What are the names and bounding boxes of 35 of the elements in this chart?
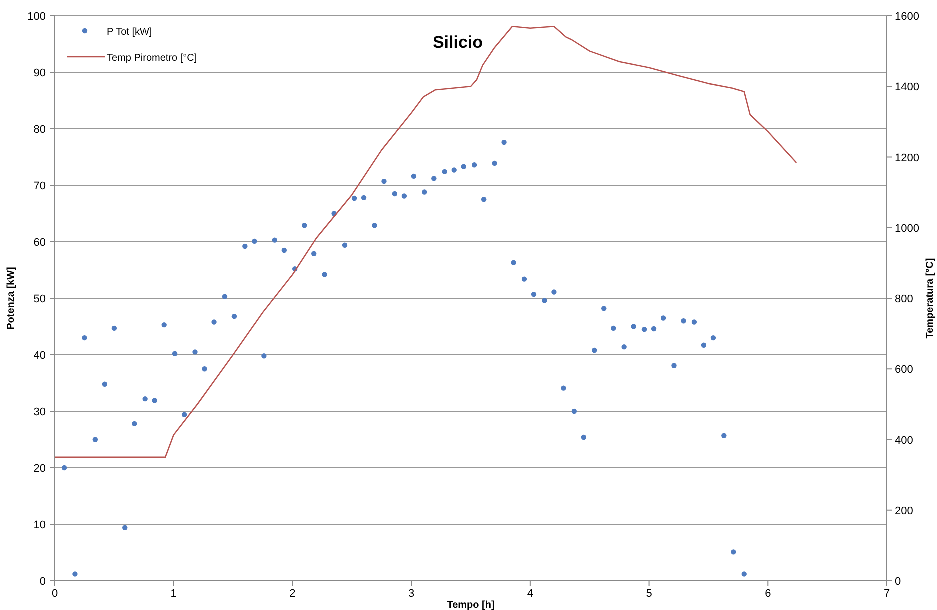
y-tick-label: 0 — [40, 576, 46, 588]
y-tick-label: 40 — [34, 350, 46, 362]
x-tick-label: 0 — [52, 588, 58, 600]
y2-tick-label: 800 — [895, 294, 914, 306]
text: Silicio — [432, 33, 484, 52]
x-tick-label: 6 — [765, 588, 772, 600]
x-tick-label: 2 — [290, 588, 296, 600]
y-tick-label: 70 — [34, 180, 46, 192]
y2-tick-label: 200 — [895, 505, 914, 518]
y-tick-label: 60 — [34, 237, 46, 249]
y-tick-label: 100 — [28, 11, 46, 23]
x-tick-label: 3 — [408, 588, 415, 600]
x-tick-label: 5 — [646, 588, 652, 600]
y2-tick-label: 1200 — [895, 152, 920, 164]
y-tick-label: 10 — [34, 520, 46, 532]
y2-tick-label: 0 — [895, 576, 902, 588]
y2-tick-label: 600 — [895, 364, 914, 376]
y2-tick-label: 400 — [895, 434, 914, 447]
y2-axis-title: Temperatura [°C] — [925, 258, 936, 339]
line-series — [54, 26, 798, 458]
y-tick-label: 90 — [34, 68, 46, 80]
y-axis-title: Potenza [kW] — [6, 267, 17, 330]
y-tick-label: 30 — [34, 406, 46, 418]
x-tick-label: 4 — [527, 588, 534, 600]
y2-tick-label: 1600 — [895, 11, 920, 23]
y2-tick-label: 1000 — [895, 222, 920, 235]
x-tick-label: 1 — [170, 588, 177, 600]
y-tick-label: 50 — [34, 294, 46, 306]
y-tick-label: 80 — [34, 124, 46, 136]
y-tick-label: 20 — [34, 463, 46, 475]
legend-label: P Tot [kW] — [107, 27, 152, 38]
legend-label: Temp Pirometro [°C] — [107, 53, 198, 64]
x-tick-label: 7 — [884, 588, 890, 600]
x-axis-title: Tempo [h] — [447, 600, 495, 610]
y2-tick-label: 1400 — [895, 82, 920, 94]
